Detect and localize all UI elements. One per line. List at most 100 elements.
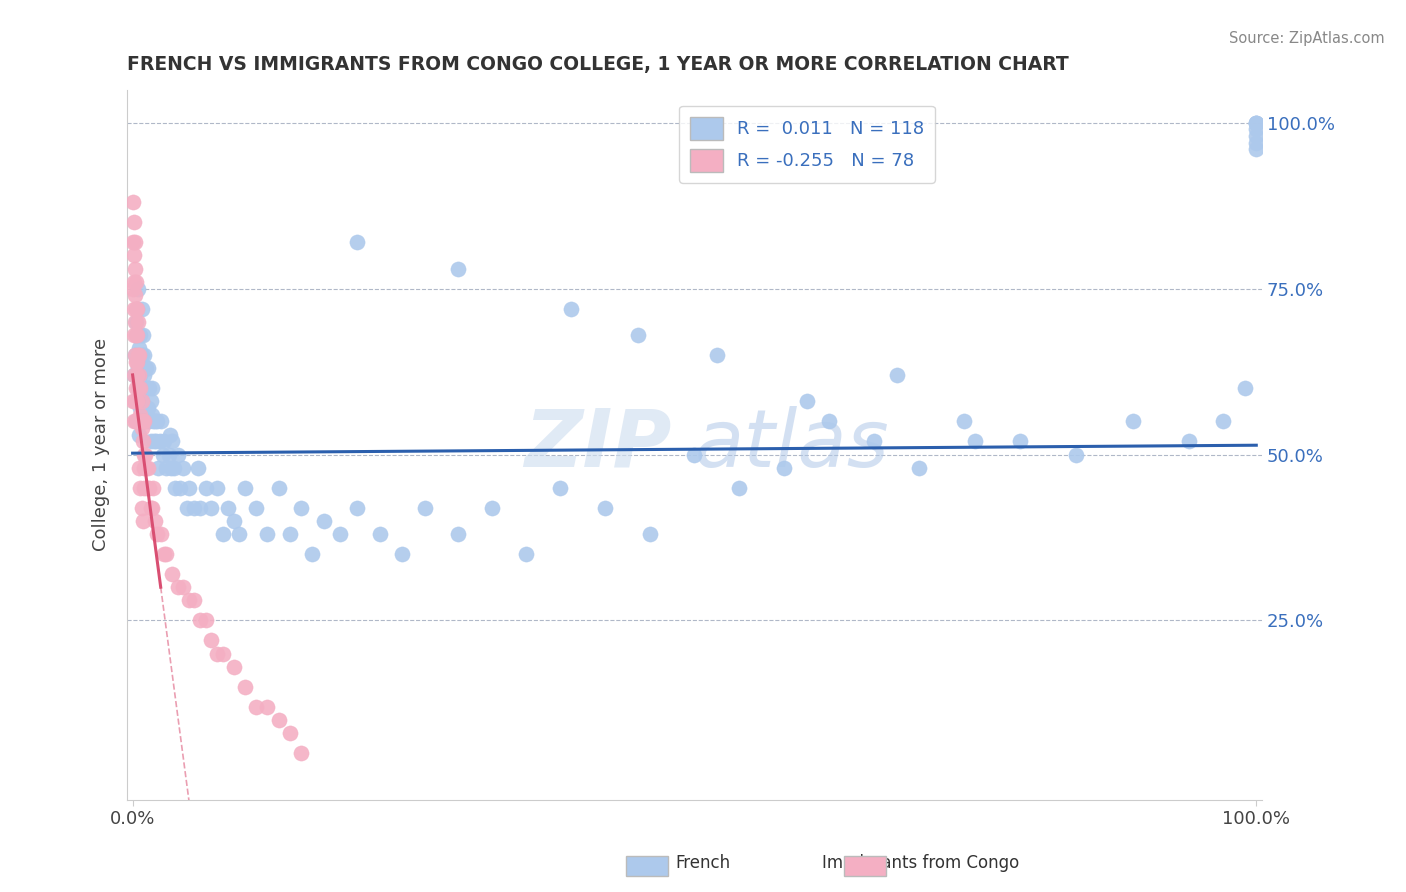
Point	[346, 500, 368, 515]
Point	[953, 414, 976, 428]
Point	[149, 414, 172, 428]
Point	[125, 301, 148, 316]
Point	[222, 660, 245, 674]
Point	[124, 235, 146, 250]
Point	[706, 348, 728, 362]
Point	[965, 434, 987, 449]
Point	[200, 633, 222, 648]
Point	[135, 361, 157, 376]
Point	[142, 414, 165, 428]
Point	[413, 500, 436, 515]
Point	[163, 460, 186, 475]
Point	[127, 361, 149, 376]
Point	[127, 315, 149, 329]
Point	[183, 593, 205, 607]
Point	[153, 434, 176, 449]
Point	[127, 394, 149, 409]
Point	[129, 481, 152, 495]
Point	[127, 282, 149, 296]
Point	[127, 328, 149, 343]
Point	[145, 434, 167, 449]
Point	[1246, 142, 1268, 156]
Point	[122, 368, 145, 382]
Point	[132, 368, 155, 382]
Point	[205, 481, 228, 495]
Legend: R =  0.011   N = 118, R = -0.255   N = 78: R = 0.011 N = 118, R = -0.255 N = 78	[679, 106, 935, 183]
Point	[125, 354, 148, 368]
Point	[728, 481, 751, 495]
Point	[122, 215, 145, 229]
Point	[132, 448, 155, 462]
Point	[183, 500, 205, 515]
Point	[132, 481, 155, 495]
Point	[155, 460, 177, 475]
Point	[132, 514, 155, 528]
Point	[159, 427, 181, 442]
Point	[131, 301, 153, 316]
Point	[127, 368, 149, 382]
Point	[132, 348, 155, 362]
Point	[136, 414, 159, 428]
Y-axis label: College, 1 year or more: College, 1 year or more	[93, 338, 110, 551]
Point	[125, 414, 148, 428]
Point	[153, 547, 176, 561]
Point	[278, 527, 301, 541]
Point	[135, 401, 157, 415]
Point	[128, 342, 150, 356]
Point	[132, 414, 155, 428]
Point	[312, 514, 335, 528]
Point	[128, 348, 150, 362]
Text: Source: ZipAtlas.com: Source: ZipAtlas.com	[1229, 31, 1385, 46]
Point	[233, 481, 256, 495]
Point	[165, 481, 187, 495]
Point	[142, 481, 165, 495]
Point	[217, 500, 239, 515]
Point	[132, 401, 155, 415]
Point	[138, 401, 160, 415]
Point	[886, 368, 908, 382]
Point	[177, 593, 200, 607]
Point	[124, 288, 146, 302]
Point	[548, 481, 571, 495]
Point	[593, 500, 616, 515]
Point	[139, 500, 162, 515]
Point	[290, 746, 312, 760]
Point	[122, 301, 145, 316]
Point	[205, 647, 228, 661]
Point	[211, 527, 233, 541]
Point	[267, 481, 290, 495]
Point	[131, 421, 153, 435]
Text: atlas: atlas	[695, 406, 889, 483]
Point	[773, 460, 796, 475]
Point	[141, 408, 163, 422]
Point	[125, 414, 148, 428]
Point	[122, 275, 145, 289]
Point	[1246, 116, 1268, 130]
Point	[160, 566, 183, 581]
Point	[166, 580, 188, 594]
Point	[127, 348, 149, 362]
Point	[157, 448, 180, 462]
Point	[138, 481, 160, 495]
Point	[149, 434, 172, 449]
Point	[125, 381, 148, 395]
Point	[1246, 116, 1268, 130]
Point	[560, 301, 582, 316]
Point	[1246, 122, 1268, 136]
Point	[159, 460, 181, 475]
Point	[138, 414, 160, 428]
Point	[124, 394, 146, 409]
Point	[124, 394, 146, 409]
Point	[481, 500, 503, 515]
Point	[125, 315, 148, 329]
Point	[134, 381, 156, 395]
Point	[127, 301, 149, 316]
Point	[127, 354, 149, 368]
Point	[245, 699, 267, 714]
Point	[200, 500, 222, 515]
Point	[267, 713, 290, 727]
Point	[391, 547, 413, 561]
Point	[134, 448, 156, 462]
Point	[187, 460, 209, 475]
Point	[143, 414, 166, 428]
